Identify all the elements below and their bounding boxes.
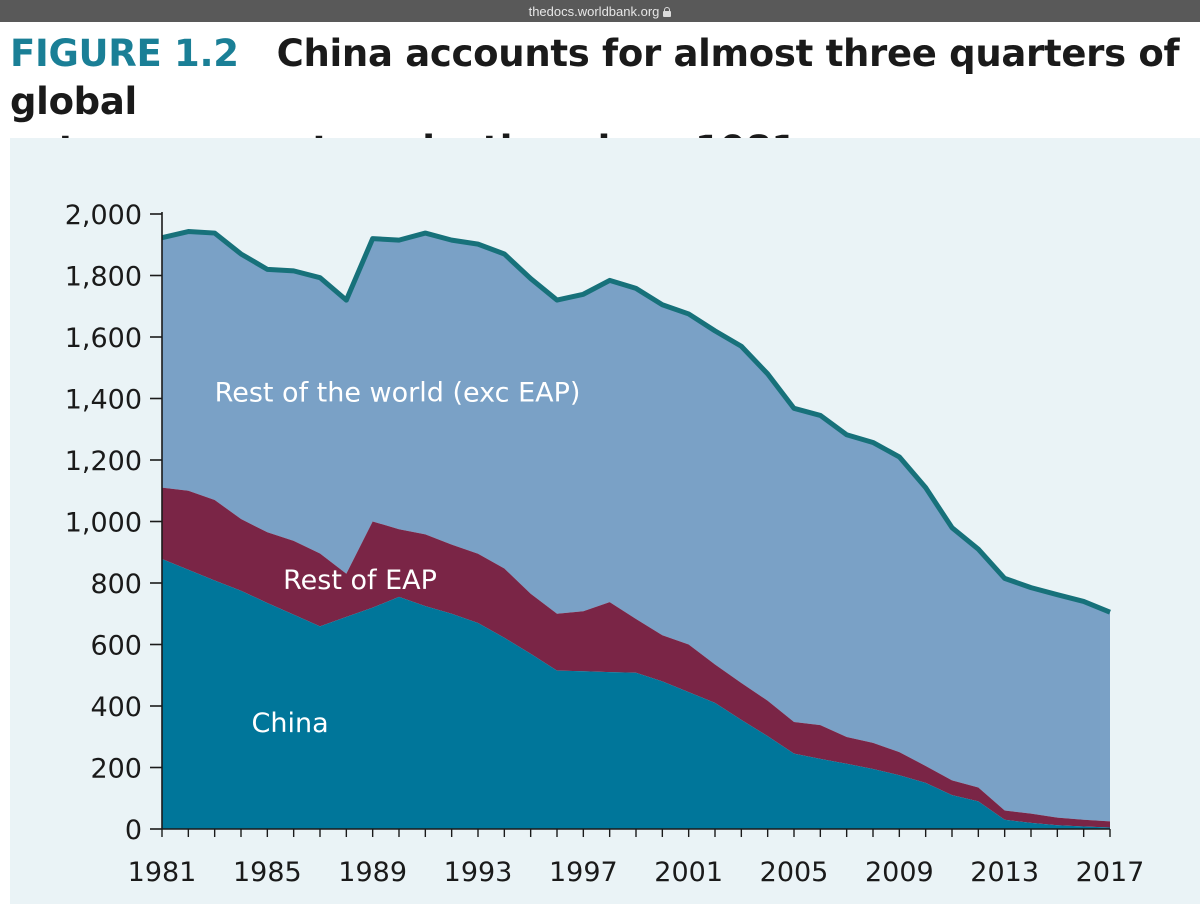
x-tick-label: 2017 bbox=[1076, 857, 1145, 888]
y-tick-label: 1,400 bbox=[65, 385, 142, 416]
url-text: thedocs.worldbank.org bbox=[528, 3, 660, 19]
y-tick-label: 1,200 bbox=[65, 446, 142, 477]
y-tick-label: 800 bbox=[90, 569, 142, 600]
area-rest-of-world bbox=[162, 231, 1110, 822]
x-tick-label: 2009 bbox=[865, 857, 934, 888]
x-tick-label: 1985 bbox=[233, 857, 302, 888]
y-tick-label: 1,800 bbox=[65, 262, 142, 293]
browser-address-bar[interactable]: thedocs.worldbank.org bbox=[0, 0, 1200, 22]
y-tick-label: 600 bbox=[90, 631, 142, 662]
x-tick-label: 1993 bbox=[444, 857, 513, 888]
figure-label: FIGURE 1.2 bbox=[10, 32, 239, 75]
y-tick-label: 1,000 bbox=[65, 508, 142, 539]
y-tick-label: 200 bbox=[90, 754, 142, 785]
area-rest-of-eap bbox=[162, 487, 1110, 828]
y-tick-label: 2,000 bbox=[65, 200, 142, 231]
x-tick-label: 2005 bbox=[760, 857, 829, 888]
label-china: China bbox=[252, 708, 329, 739]
total-line bbox=[161, 229, 1111, 615]
y-tick-label: 1,600 bbox=[65, 323, 142, 354]
x-tick-label: 1981 bbox=[128, 857, 197, 888]
y-tick-label: 0 bbox=[125, 815, 142, 846]
title-line-1: China accounts for almost three quarters… bbox=[10, 32, 1180, 123]
area-china bbox=[162, 559, 1110, 829]
x-tick-label: 2001 bbox=[654, 857, 723, 888]
label-rest-of-world: Rest of the world (exc EAP) bbox=[215, 378, 581, 409]
label-rest-of-eap: Rest of EAP bbox=[283, 565, 437, 596]
x-tick-label: 2013 bbox=[970, 857, 1039, 888]
y-tick-label: 400 bbox=[90, 692, 142, 723]
x-tick-label: 1997 bbox=[549, 857, 618, 888]
lock-icon bbox=[663, 7, 672, 17]
x-tick-label: 1989 bbox=[338, 857, 407, 888]
